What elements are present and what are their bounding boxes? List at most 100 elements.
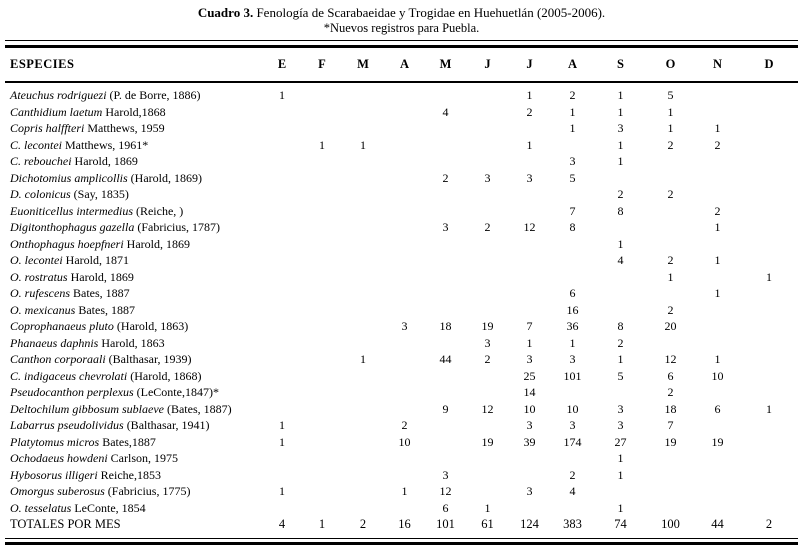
species-author: (Reiche, ) <box>132 203 184 218</box>
month-value-cell <box>384 104 425 121</box>
month-value-cell <box>646 153 695 170</box>
month-value-cell <box>740 335 798 352</box>
month-value-cell <box>384 450 425 467</box>
month-value-cell: 4 <box>442 104 449 119</box>
month-value-cell <box>509 450 550 467</box>
species-column-header: ESPECIES <box>5 48 262 83</box>
month-value-cell <box>302 318 342 335</box>
species-name: O. rostratus <box>10 269 68 284</box>
month-value-cell <box>302 186 342 203</box>
month-value-cell: 1 <box>617 451 624 465</box>
month-value-cell <box>646 335 695 352</box>
month-value-cell <box>425 137 466 154</box>
total-value-cell: 383 <box>563 517 582 531</box>
month-value-cell: 18 <box>664 401 677 416</box>
month-column-header: A <box>384 48 425 83</box>
month-value-cell: 6 <box>714 401 721 416</box>
month-value-cell: 39 <box>523 434 536 449</box>
month-value-cell: 2 <box>714 203 721 218</box>
species-name-cell: C. indigaceus chevrolati (Harold, 1868) <box>5 368 262 385</box>
month-value-cell <box>466 368 509 385</box>
month-value-cell <box>302 82 342 104</box>
month-value-cell: 1 <box>714 220 721 234</box>
month-value-cell <box>262 137 302 154</box>
month-value-cell <box>262 302 302 319</box>
month-value-cell <box>695 236 740 253</box>
month-value-cell: 6 <box>667 368 674 383</box>
month-value-cell <box>262 335 302 352</box>
month-value-cell <box>740 434 798 451</box>
month-value-cell <box>466 285 509 302</box>
species-author: Harold, 1863 <box>98 335 165 350</box>
month-value-cell <box>384 401 425 418</box>
month-value-cell <box>342 153 384 170</box>
species-row: O. mexicanus Bates, 1887 16 2 <box>5 302 798 319</box>
month-value-cell <box>262 219 302 236</box>
species-name-cell: Euoniticellus intermedius (Reiche, ) <box>5 203 262 220</box>
species-name-cell: Canthidium laetum Harold,1868 <box>5 104 262 121</box>
month-value-cell: 44 <box>439 352 452 366</box>
month-value-cell: 8 <box>617 203 624 218</box>
month-value-cell: 1 <box>714 121 721 135</box>
month-value-cell: 3 <box>484 170 491 185</box>
month-value-cell: 18 <box>439 319 452 333</box>
month-value-cell <box>740 285 798 302</box>
month-value-cell <box>342 252 384 269</box>
month-value-cell: 3 <box>569 352 576 366</box>
month-value-cell <box>466 417 509 434</box>
bottom-rule-thick <box>5 541 798 545</box>
month-value-cell <box>740 137 798 154</box>
month-value-cell <box>695 153 740 170</box>
month-value-cell <box>384 335 425 352</box>
month-value-cell <box>740 186 798 203</box>
month-value-cell: 3 <box>442 467 449 482</box>
species-author: Matthews, 1959 <box>84 121 165 135</box>
month-value-cell <box>509 285 550 302</box>
month-column-header: S <box>595 48 646 83</box>
month-value-cell <box>695 170 740 187</box>
month-value-cell <box>302 170 342 187</box>
species-author: (P. de Borre, 1886) <box>106 88 201 102</box>
month-value-cell <box>302 450 342 467</box>
table-title: Cuadro 3. Fenología de Scarabaeidae y Tr… <box>0 5 803 21</box>
species-row: O. tesselatus LeConte, 1854 6 1 1 <box>5 500 798 517</box>
month-value-cell <box>740 368 798 385</box>
month-value-cell: 16 <box>566 302 579 317</box>
species-name-cell: Dichotomius amplicollis (Harold, 1869) <box>5 170 262 187</box>
month-value-cell <box>740 252 798 269</box>
month-value-cell <box>466 252 509 269</box>
month-value-cell <box>595 384 646 401</box>
month-value-cell <box>384 186 425 203</box>
species-author: LeConte, 1854 <box>71 500 146 515</box>
month-value-cell <box>509 302 550 319</box>
species-author: Carlson, 1975 <box>107 451 178 465</box>
month-column-header: N <box>695 48 740 83</box>
month-value-cell: 1 <box>360 352 366 366</box>
month-value-cell <box>302 236 342 253</box>
month-value-cell: 1 <box>766 269 772 284</box>
month-value-cell <box>695 450 740 467</box>
bottom-rule-thin <box>5 537 798 539</box>
species-name: Digitonthophagus gazella <box>10 220 135 234</box>
species-row: Onthophagus hoepfneri Harold, 1869 1 <box>5 236 798 253</box>
month-value-cell <box>302 417 342 434</box>
species-row: C. rebouchei Harold, 1869 3 1 <box>5 153 798 170</box>
month-value-cell: 2 <box>617 187 624 201</box>
month-value-cell: 5 <box>667 88 674 102</box>
month-value-cell <box>302 401 342 418</box>
month-value-cell <box>695 335 740 352</box>
month-value-cell <box>466 137 509 154</box>
species-row: Canthon corporaali (Balthasar, 1939) 1 44 2… <box>5 351 798 368</box>
species-name-cell: D. colonicus (Say, 1835) <box>5 186 262 203</box>
month-value-cell <box>262 170 302 187</box>
month-value-cell <box>695 384 740 401</box>
species-name-cell: Canthon corporaali (Balthasar, 1939) <box>5 351 262 368</box>
species-row: Digitonthophagus gazella (Fabricius, 178… <box>5 219 798 236</box>
month-value-cell <box>695 82 740 104</box>
month-value-cell <box>384 500 425 517</box>
month-value-cell: 3 <box>526 170 533 185</box>
species-name-cell: Coprophanaeus pluto (Harold, 1863) <box>5 318 262 335</box>
month-column-header: O <box>646 48 695 83</box>
month-value-cell <box>509 186 550 203</box>
species-name: Copris halffteri <box>10 121 85 135</box>
